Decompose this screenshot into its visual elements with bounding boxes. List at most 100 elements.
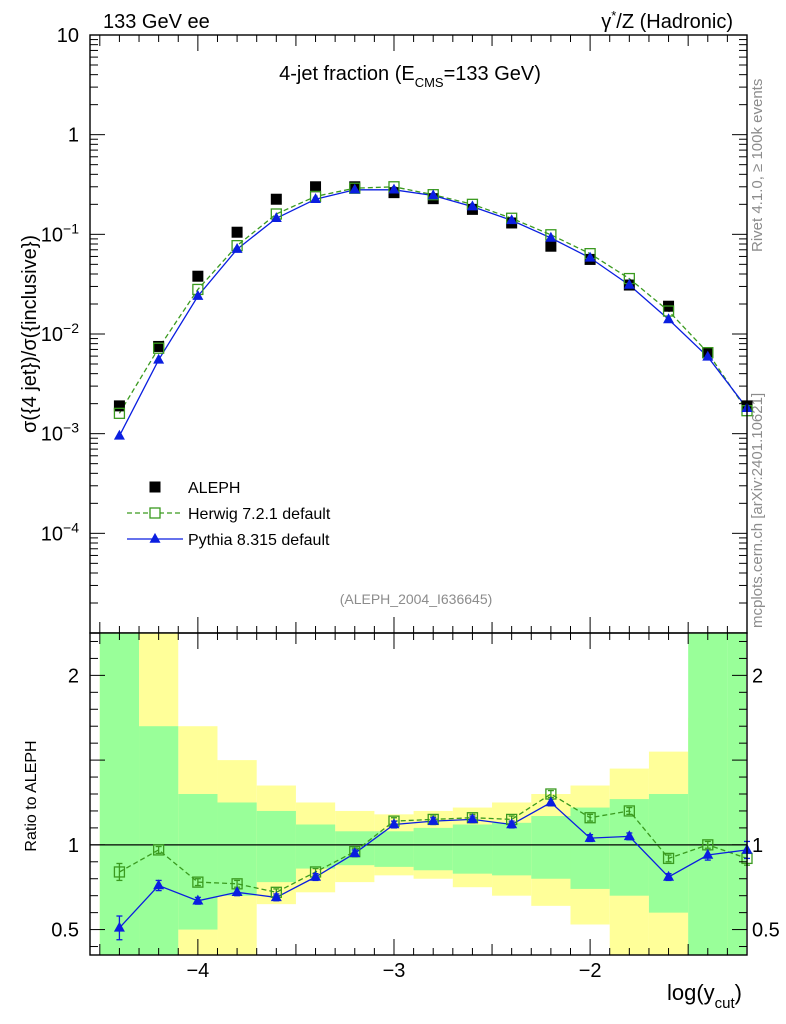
herwig-ratio-point	[152, 844, 165, 856]
aleph-point	[231, 226, 243, 238]
y-tick-label: 10−2	[41, 320, 79, 346]
pythia-point	[506, 214, 518, 225]
band-inner	[452, 824, 493, 874]
pythia-point	[623, 278, 635, 289]
y-tick-label: 10	[57, 25, 79, 47]
y-tick-label: 10−3	[41, 420, 79, 446]
aleph-point	[545, 240, 557, 252]
pythia-point	[270, 212, 282, 223]
pythia-ratio-point	[466, 813, 478, 824]
aleph-point	[153, 340, 165, 352]
aleph-point	[113, 400, 125, 412]
pythia-ratio-point	[113, 921, 125, 932]
y-tick-label: 1	[68, 125, 79, 147]
ratio-y-tick-label-left: 1	[68, 835, 79, 857]
ratio-frame	[89, 632, 748, 956]
band-inner	[374, 831, 414, 867]
band-inner	[413, 827, 453, 871]
pythia-point	[427, 189, 439, 200]
aleph-point	[270, 193, 282, 205]
model-lines	[118, 186, 748, 437]
main-axis-ticks: 10 1 10−1 10−2 10−3 10−4	[41, 25, 747, 634]
pythia-point	[113, 429, 125, 440]
band-inner	[688, 633, 728, 955]
chart-title: 4-jet fraction (ECMS=133 GeV)	[279, 63, 541, 90]
y-tick-label: 10−1	[41, 220, 79, 246]
x-tick-label: −2	[579, 960, 602, 982]
pythia-point	[702, 350, 714, 361]
legend: ALEPH Herwig 7.2.1 default Pythia 8.315 de…	[127, 480, 331, 549]
pythia-ratio-point	[506, 818, 518, 829]
band-inner	[531, 816, 571, 879]
pythia-point	[545, 231, 557, 242]
pythia-ratio-point	[427, 814, 439, 825]
x-tick-label: −3	[383, 960, 406, 982]
legend-pythia-marker	[149, 532, 161, 543]
pythia-point	[231, 243, 243, 253]
band-inner	[178, 794, 218, 930]
herwig-ratio-point	[662, 852, 675, 865]
pythia-ratio-point	[545, 796, 557, 807]
herwig-point	[152, 342, 165, 354]
pythia-ratio-point	[270, 891, 282, 902]
mcplots-label: mcplots.cern.ch [arXiv:2401.10621]	[749, 393, 766, 628]
band-inner	[295, 824, 336, 869]
herwig-ratio-point	[113, 866, 126, 878]
legend-label: Herwig 7.2.1 default	[188, 506, 331, 523]
herwig-ratio-point	[192, 876, 204, 888]
header-left: 133 GeV ee	[103, 11, 210, 33]
pythia-ratio-point	[192, 894, 204, 905]
legend-herwig-marker	[149, 507, 161, 519]
ratio-y-tick-label-right: 0.5	[752, 920, 780, 942]
pythia-ratio-point	[153, 879, 165, 890]
ratio-panel: 2 2 1 1 0.5 0.5 −4 −3 −2 Ratio to ALEPH log(ycut…	[23, 632, 780, 1012]
aleph-point	[192, 270, 204, 282]
header-right: γ*/Z (Hadronic)	[601, 8, 733, 33]
legend-aleph-marker	[149, 481, 161, 493]
rivet-label: Rivet 4.1.0, ≥ 100k events	[749, 79, 766, 252]
ratio-y-tick-label-right: 2	[752, 665, 763, 687]
pythia-point	[192, 289, 204, 300]
herwig-ratio-point	[623, 805, 635, 817]
y-tick-label: 10−4	[41, 519, 79, 545]
band-inner	[492, 822, 532, 876]
pythia-point	[349, 183, 361, 194]
x-tick-label: −4	[186, 960, 209, 982]
main-panel: 10 1 10−1 10−2 10−3 10−4 4-jet fraction (ECMS…	[19, 25, 753, 634]
band-inner	[727, 633, 746, 955]
pythia-ratio-point	[349, 847, 361, 858]
ratio-axis-ticks: 2 2 1 1 0.5 0.5 −4 −3 −2	[51, 633, 780, 982]
ratio-y-axis-label: Ratio to ALEPH	[23, 740, 40, 851]
pythia-point	[388, 183, 400, 194]
pythia-ratio-point	[231, 886, 243, 897]
band-inner	[99, 633, 140, 955]
pythia-point	[466, 200, 478, 211]
pythia-ratio-point	[702, 848, 714, 859]
band-inner	[609, 799, 649, 896]
legend-label: Pythia 8.315 default	[188, 532, 330, 549]
pythia-ratio-point	[584, 831, 596, 842]
pythia-point	[153, 353, 165, 364]
pythia-ratio-point	[663, 870, 675, 881]
ratio-y-tick-label-left: 2	[68, 665, 79, 687]
ratio-y-tick-label-left: 0.5	[51, 920, 79, 942]
pythia-ratio-point	[388, 818, 400, 829]
pythia-ratio-point	[310, 870, 322, 881]
herwig-ratio-point	[584, 812, 596, 824]
ratio-y-tick-label-right: 1	[752, 835, 763, 857]
band-inner	[139, 726, 179, 955]
pythia-point	[584, 251, 596, 262]
pythia-line	[118, 189, 748, 437]
legend-label: ALEPH	[188, 480, 240, 497]
y-axis-label: σ({4 jet})/σ({inclusive})	[19, 235, 41, 433]
pythia-ratio-point	[623, 830, 635, 841]
uncertainty-bands	[99, 633, 746, 955]
analysis-id: (ALEPH_2004_I636645)	[340, 591, 493, 607]
herwig-point	[113, 407, 126, 419]
band-inner	[256, 810, 296, 883]
aleph-point	[310, 181, 322, 193]
x-axis-label: log(ycut)	[667, 980, 742, 1012]
data-markers	[113, 181, 753, 440]
herwig-line	[118, 186, 748, 414]
